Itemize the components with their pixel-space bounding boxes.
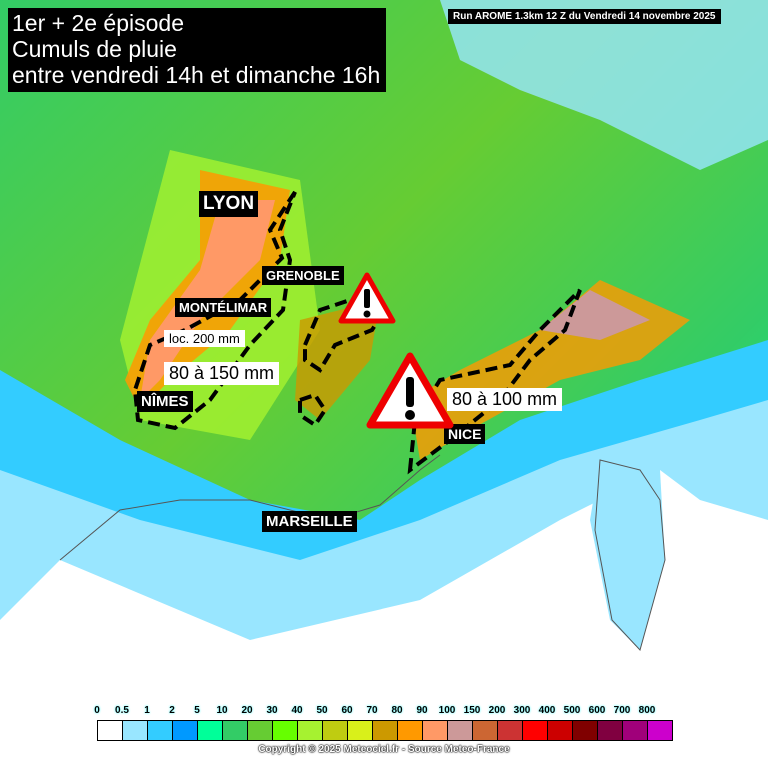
legend-swatch (223, 721, 248, 740)
legend-swatch (423, 721, 448, 740)
legend-label: 5 (194, 705, 200, 716)
legend-swatch (323, 721, 348, 740)
legend-label: 700 (613, 705, 631, 716)
legend-swatch (598, 721, 623, 740)
legend-color-scale (97, 720, 673, 741)
copyright: Copyright © 2025 Meteociel.fr - Source M… (258, 744, 510, 755)
legend-label: 70 (366, 705, 378, 716)
legend-swatch (448, 721, 473, 740)
city-label-marseille: MARSEILLE (262, 511, 357, 532)
legend-label: 1 (144, 705, 150, 716)
legend-label: 20 (241, 705, 253, 716)
city-label-montelimar: MONTÉLIMAR (175, 298, 272, 317)
legend-label: 80 (391, 705, 403, 716)
legend-swatch (548, 721, 573, 740)
legend-label: 200 (488, 705, 506, 716)
legend-label: 600 (588, 705, 606, 716)
legend-swatch (123, 721, 148, 740)
rain-range-west: 80 à 150 mm (164, 362, 280, 385)
legend-swatch (498, 721, 523, 740)
legend-swatch (523, 721, 548, 740)
legend-label: 400 (538, 705, 556, 716)
legend-swatch (573, 721, 598, 740)
legend-label: 30 (266, 705, 278, 716)
legend-label: 60 (341, 705, 353, 716)
legend-swatch (623, 721, 648, 740)
legend-swatch (398, 721, 423, 740)
legend-label: 50 (316, 705, 328, 716)
local-max-note: loc. 200 mm (164, 330, 245, 347)
legend-label: 40 (291, 705, 303, 716)
map-title: 1er + 2e épisode Cumuls de pluie entre v… (8, 8, 387, 92)
legend-swatch (98, 721, 123, 740)
run-info: Run AROME 1.3km 12 Z du Vendredi 14 nove… (448, 9, 721, 24)
legend-labels: 0 0.5 1 2 5 10 20 30 40 50 60 70 80 90 100 150 200 300 400… (90, 705, 690, 719)
legend-swatch (148, 721, 173, 740)
warning-icon (366, 352, 454, 429)
city-label-grenoble: GRENOBLE (262, 266, 344, 285)
legend-swatch (473, 721, 498, 740)
legend-swatch (373, 721, 398, 740)
legend-label: 0 (94, 705, 100, 716)
legend-swatch (273, 721, 298, 740)
legend-label: 2 (169, 705, 175, 716)
legend-label: 150 (463, 705, 481, 716)
title-line: entre vendredi 14h et dimanche 16h (12, 62, 381, 88)
legend-label: 800 (638, 705, 656, 716)
legend-swatch (248, 721, 273, 740)
legend-label: 10 (216, 705, 228, 716)
legend-label: 100 (438, 705, 456, 716)
legend-swatch (648, 721, 672, 740)
city-label-nimes: NÎMES (137, 391, 193, 412)
legend-label: 90 (416, 705, 428, 716)
city-label-lyon: LYON (199, 191, 259, 217)
warning-icon (338, 272, 396, 324)
legend-swatch (198, 721, 223, 740)
legend-swatch (348, 721, 373, 740)
rain-range-east: 80 à 100 mm (447, 388, 563, 411)
title-line: Cumuls de pluie (12, 36, 177, 62)
legend-swatch (298, 721, 323, 740)
legend-label: 0.5 (115, 705, 129, 716)
legend-swatch (173, 721, 198, 740)
city-label-nice: NICE (444, 424, 486, 444)
legend-label: 500 (563, 705, 581, 716)
legend-label: 300 (513, 705, 531, 716)
title-line: 1er + 2e épisode (12, 10, 184, 36)
